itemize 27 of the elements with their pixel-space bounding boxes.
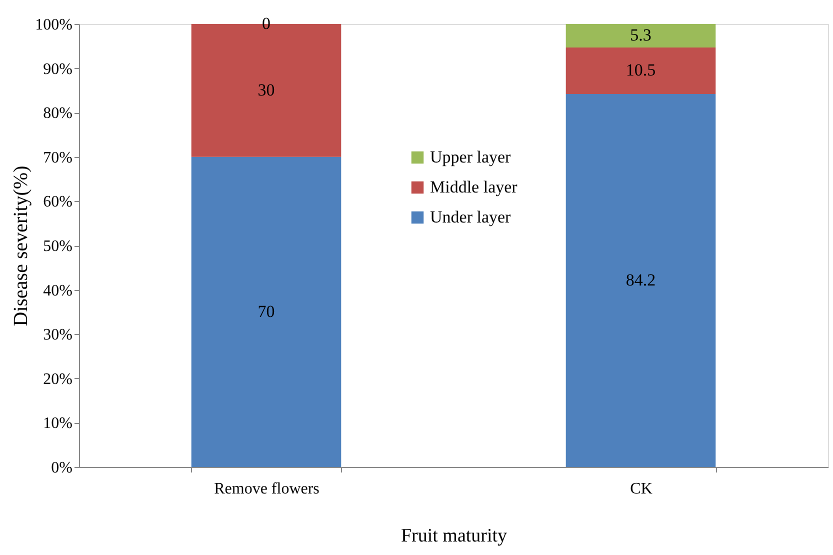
bar [566,47,716,94]
legend-label: Under layer [430,208,512,226]
y-tick-label: 70% [43,149,72,166]
data-label: 5.3 [630,26,652,45]
data-label: 10.5 [626,60,656,80]
y-axis-title: Disease severity(%) [10,166,32,326]
y-tick-label: 90% [43,60,72,78]
data-label: 30 [258,80,275,100]
y-tick-label: 40% [43,282,72,300]
bar [566,94,716,467]
data-label: 70 [258,302,275,321]
y-tick-label: 100% [35,16,72,34]
y-tick-label: 0% [51,460,72,476]
y-tick-label: 30% [43,326,72,344]
y-tick-label: 60% [43,194,72,211]
bar [566,24,716,48]
y-tick-label: 20% [43,370,72,388]
bar [191,156,342,467]
data-label: 84.2 [626,270,656,290]
x-axis-title: Fruit maturity [400,526,508,546]
legend-label: Upper layer [430,148,512,166]
y-tick-label: 80% [43,105,72,122]
legend-label: Middle layer [430,178,518,196]
y-tick-label: 10% [43,415,72,432]
x-tick-label: CK [630,480,653,498]
y-tick-label: 50% [43,238,72,255]
x-tick-label: Remove flowers [214,480,320,498]
